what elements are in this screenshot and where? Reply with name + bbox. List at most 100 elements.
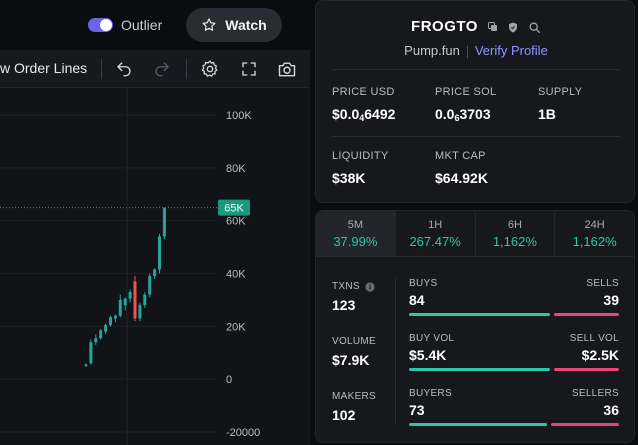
- outlier-label: Outlier: [121, 17, 163, 33]
- sell-vol-value: $2.5K: [581, 347, 619, 363]
- price-tag: [218, 199, 250, 216]
- tab-label: 24H: [584, 219, 605, 231]
- order-lines-toggle[interactable]: w Order Lines: [0, 60, 88, 76]
- divider: [332, 69, 620, 70]
- camera-icon[interactable]: [276, 58, 298, 80]
- candle-body: [94, 338, 98, 343]
- sellers-bar: [551, 423, 619, 426]
- price-sol-label: PRICE SOL: [435, 86, 497, 98]
- candle-body: [153, 269, 157, 277]
- star-icon: [202, 18, 216, 31]
- tab-label: 5M: [347, 219, 364, 231]
- makers-label: MAKERS: [332, 391, 377, 402]
- tab-1h[interactable]: 1H 267.47%: [396, 211, 476, 256]
- candle-body: [128, 291, 132, 299]
- fullscreen-icon[interactable]: [238, 58, 260, 80]
- token-info-card: FROGTO Pump.fun Verify Profile PRICE USD …: [315, 0, 635, 203]
- liquidity-value: $38K: [332, 170, 366, 186]
- chart-panel: Outlier Watch w Order Lines: [0, 0, 310, 445]
- y-tick-label: 40K: [226, 269, 246, 281]
- gear-icon[interactable]: [199, 58, 221, 80]
- chart-header: Outlier Watch: [0, 0, 310, 50]
- volume-stat: VOLUME $7.9K: [332, 336, 376, 368]
- buys-value: 84: [409, 292, 425, 308]
- stats-divider: [395, 277, 396, 425]
- tab-change: 37.99%: [333, 234, 378, 249]
- buyers-sellers: BUYERS SELLERS 73 36: [409, 388, 619, 432]
- tab-6h[interactable]: 6H 1,162%: [476, 211, 556, 256]
- shield-icon[interactable]: [507, 21, 519, 34]
- buy-vol-label: BUY VOL: [409, 333, 455, 344]
- ratio-bar: [409, 368, 619, 371]
- undo-icon[interactable]: [113, 58, 135, 80]
- txns-stat: TXNS 123: [332, 281, 375, 313]
- y-tick-label: 0: [226, 374, 232, 386]
- candle-body: [84, 364, 88, 366]
- tab-change: 1,162%: [572, 234, 617, 249]
- trade-stats-card: 5M 37.99% 1H 267.47% 6H 1,162% 24H 1,162…: [315, 210, 635, 443]
- tab-5m[interactable]: 5M 37.99%: [316, 211, 396, 256]
- token-title: FROGTO: [316, 18, 636, 35]
- candle-body: [148, 276, 152, 295]
- makers-stat: MAKERS 102: [332, 391, 376, 423]
- price-sol-value: 0.063703: [435, 106, 491, 123]
- buyers-bar: [409, 423, 547, 426]
- txns-value: 123: [332, 297, 356, 313]
- sells-bar: [554, 313, 619, 316]
- candle-body: [143, 294, 147, 306]
- candle-body: [113, 315, 117, 319]
- sells-label: SELLS: [586, 278, 619, 289]
- volume-value: $7.9K: [332, 352, 370, 368]
- sells-value: 39: [603, 292, 619, 308]
- tab-24h[interactable]: 24H 1,162%: [555, 211, 634, 256]
- tab-label: 6H: [507, 219, 522, 231]
- buy-vol-bar: [409, 368, 550, 371]
- makers-value: 102: [332, 407, 356, 423]
- candle-body: [109, 317, 112, 326]
- toolbar-divider: [186, 59, 187, 79]
- verify-profile-link[interactable]: Verify Profile: [474, 43, 548, 58]
- copy-icon[interactable]: [487, 21, 499, 33]
- tab-change: 1,162%: [492, 234, 537, 249]
- mkt-cap-value: $64.92K: [435, 170, 488, 186]
- buyers-label: BUYERS: [409, 388, 452, 399]
- supply-label: SUPPLY: [538, 86, 583, 98]
- candle-body: [162, 207, 166, 237]
- mkt-cap-label: MKT CAP: [435, 150, 486, 162]
- y-tick-label: -20000: [226, 427, 260, 439]
- candle-body: [104, 325, 108, 332]
- candle-body: [118, 299, 122, 316]
- liquidity-label: LIQUIDITY: [332, 150, 389, 162]
- chart-toolbar: w Order Lines: [0, 50, 310, 88]
- candle-body: [138, 305, 142, 319]
- price-usd-label: PRICE USD: [332, 86, 395, 98]
- candle-body: [89, 342, 93, 364]
- y-tick-label: 100K: [226, 110, 252, 122]
- tab-change: 267.47%: [409, 234, 461, 249]
- price-tag-label: 65K: [224, 203, 244, 215]
- outlier-toggle[interactable]: Outlier: [88, 15, 162, 35]
- buyers-value: 73: [409, 402, 425, 418]
- timeframe-tabs: 5M 37.99% 1H 267.47% 6H 1,162% 24H 1,162…: [316, 211, 634, 257]
- toggle-switch[interactable]: [88, 18, 113, 32]
- price-chart[interactable]: 100K 80K 60K 40K 20K 0 -20000 65K: [0, 88, 310, 445]
- tab-label: 1H: [428, 219, 443, 231]
- sellers-label: SELLERS: [571, 388, 619, 399]
- price-usd-value: $0.046492: [332, 106, 396, 123]
- token-source[interactable]: Pump.fun: [404, 43, 460, 58]
- candle-body: [133, 281, 137, 319]
- buy-sell-volume: BUY VOL SELL VOL $5.4K $2.5K: [409, 333, 619, 377]
- redo-icon[interactable]: [151, 58, 173, 80]
- buys-sells: BUYS SELLS 84 39: [409, 278, 619, 322]
- sell-vol-bar: [554, 368, 619, 371]
- info-icon[interactable]: [365, 281, 375, 292]
- sell-vol-label: SELL VOL: [569, 333, 619, 344]
- candle-body: [158, 236, 161, 270]
- watch-button[interactable]: Watch: [186, 8, 282, 42]
- volume-label: VOLUME: [332, 336, 377, 347]
- watch-label: Watch: [225, 17, 267, 33]
- search-icon[interactable]: [528, 21, 541, 34]
- txns-label: TXNS: [332, 281, 360, 292]
- candle-body: [99, 330, 103, 339]
